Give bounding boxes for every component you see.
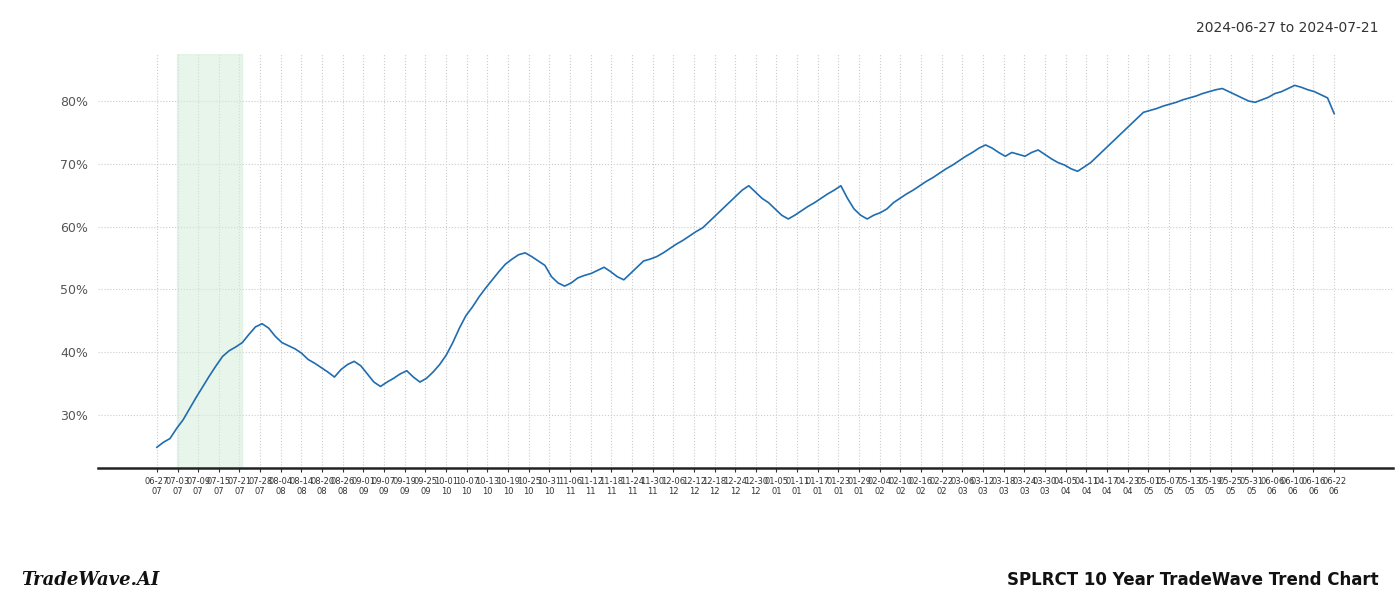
Text: SPLRCT 10 Year TradeWave Trend Chart: SPLRCT 10 Year TradeWave Trend Chart — [1008, 571, 1379, 589]
Text: 2024-06-27 to 2024-07-21: 2024-06-27 to 2024-07-21 — [1197, 21, 1379, 35]
Bar — [176, 54, 242, 468]
Text: TradeWave.AI: TradeWave.AI — [21, 571, 160, 589]
